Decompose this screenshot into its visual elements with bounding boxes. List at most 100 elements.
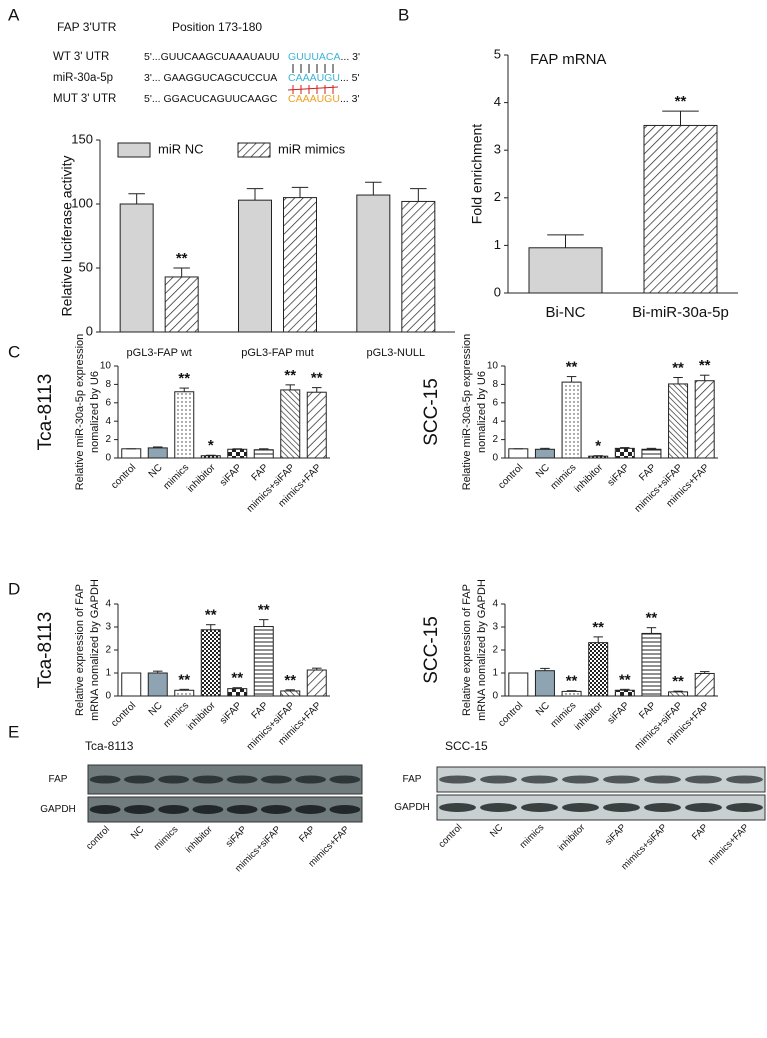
- x-tick-label: pGL3-FAP mut: [241, 347, 314, 359]
- bar: [528, 247, 603, 294]
- blot-band: [158, 775, 190, 784]
- bar: [227, 688, 248, 697]
- x-tick-label: FAP: [637, 700, 658, 721]
- bar: [508, 448, 529, 459]
- significance: **: [258, 602, 270, 619]
- bar: [561, 381, 582, 459]
- blot-lane-label: siFAP: [224, 824, 249, 849]
- panel-label: B: [398, 5, 409, 24]
- significance: **: [566, 359, 578, 376]
- bar: [200, 629, 221, 697]
- bar: [227, 448, 248, 459]
- blot-band: [439, 803, 476, 812]
- y-tick-label: 10: [487, 361, 499, 372]
- x-tick-label: siFAP: [218, 700, 244, 726]
- bar: [694, 672, 715, 697]
- blot-title: SCC-15: [445, 739, 488, 753]
- x-tick-label: control: [496, 700, 525, 729]
- bar: [200, 455, 221, 459]
- y-axis-label: mRNA nomalized by GAPDH: [476, 579, 488, 721]
- significance: **: [176, 250, 188, 267]
- blot-band: [89, 805, 121, 814]
- blot-band: [726, 803, 763, 812]
- blot-band: [521, 775, 558, 784]
- blot-band: [192, 775, 224, 784]
- panel-label: E: [8, 722, 19, 741]
- y-tick-label: 5: [494, 46, 501, 61]
- bar: [534, 448, 555, 459]
- blot-lane-label: mimics: [152, 824, 181, 853]
- sequence-label: WT 3' UTR: [53, 51, 109, 63]
- y-axis-label: Relative miR-30a-5p expression: [74, 334, 86, 491]
- legend-swatch: [237, 142, 271, 158]
- y-tick-label: 4: [105, 599, 111, 610]
- x-tick-label: Bi-NC: [546, 304, 586, 321]
- significance: **: [284, 672, 296, 689]
- blot-band: [480, 803, 517, 812]
- y-tick-label: 0: [105, 453, 111, 464]
- y-axis-label: mRNA nomalized by GAPDH: [89, 579, 101, 721]
- sequence-label: miR-30a-5p: [53, 72, 113, 84]
- significance: **: [699, 357, 711, 374]
- sequence-prefix: 5'... GGACUCAGUUCAAGC: [144, 93, 278, 105]
- x-tick-label: control: [109, 462, 138, 491]
- y-tick-label: 3: [492, 622, 498, 633]
- y-tick-label: 2: [492, 645, 498, 656]
- sequence-prefix: 5'...GUUCAAGCUAAAUAUU: [144, 51, 280, 63]
- y-tick-label: 150: [71, 131, 93, 146]
- sequence-suffix: ... 3': [341, 51, 361, 63]
- blot-band: [295, 805, 327, 814]
- bar: [641, 632, 662, 697]
- blot-band: [295, 775, 327, 784]
- significance: **: [619, 671, 631, 688]
- panel-label: A: [8, 5, 20, 24]
- x-tick-label: FAP: [637, 462, 658, 483]
- blot-band: [521, 803, 558, 812]
- significance: **: [205, 607, 217, 624]
- significance: *: [208, 437, 214, 454]
- x-tick-label: NC: [534, 700, 552, 718]
- bar: [174, 689, 195, 697]
- y-tick-label: 6: [492, 397, 498, 408]
- panel-label: C: [8, 342, 20, 361]
- x-tick-label: NC: [147, 700, 165, 718]
- blot-row-label: FAP: [403, 774, 422, 785]
- x-tick-label: pGL3-FAP wt: [127, 347, 192, 359]
- x-tick-label: siFAP: [606, 700, 632, 726]
- significance: **: [646, 610, 658, 627]
- y-tick-label: 8: [492, 379, 498, 390]
- bar: [508, 672, 529, 697]
- y-tick-label: 2: [492, 434, 498, 445]
- y-tick-label: 2: [494, 189, 501, 204]
- y-tick-label: 1: [492, 668, 498, 679]
- panel-label: D: [8, 579, 20, 598]
- blot-row-label: GAPDH: [40, 804, 76, 815]
- blot-lane-label: mimics+FAP: [706, 822, 751, 867]
- blot-lane-label: FAP: [297, 824, 317, 844]
- y-tick-label: 0: [492, 691, 498, 702]
- bar: [306, 391, 327, 459]
- significance: **: [231, 670, 243, 687]
- bar: [253, 626, 274, 697]
- sequence-suffix: ... 5': [340, 72, 360, 84]
- sequence-site: GUUUACA: [288, 51, 341, 63]
- x-tick-label: siFAP: [218, 462, 244, 488]
- x-tick-label: siFAP: [606, 462, 632, 488]
- bar: [401, 200, 436, 333]
- blot-band: [439, 775, 476, 784]
- y-tick-label: 4: [492, 599, 498, 610]
- blot-band: [644, 775, 681, 784]
- bar: [147, 447, 168, 459]
- bar: [643, 124, 718, 294]
- blot-lane-label: NC: [488, 822, 506, 840]
- bar: [164, 276, 199, 333]
- blot-band: [89, 775, 121, 784]
- bar: [253, 449, 274, 459]
- bar: [238, 199, 272, 333]
- legend-swatch: [117, 142, 151, 158]
- y-tick-label: 0: [86, 323, 93, 338]
- y-axis-label: Relative miR-30a-5p expression: [461, 334, 473, 491]
- blot-band: [685, 775, 722, 784]
- blot-band: [260, 805, 292, 814]
